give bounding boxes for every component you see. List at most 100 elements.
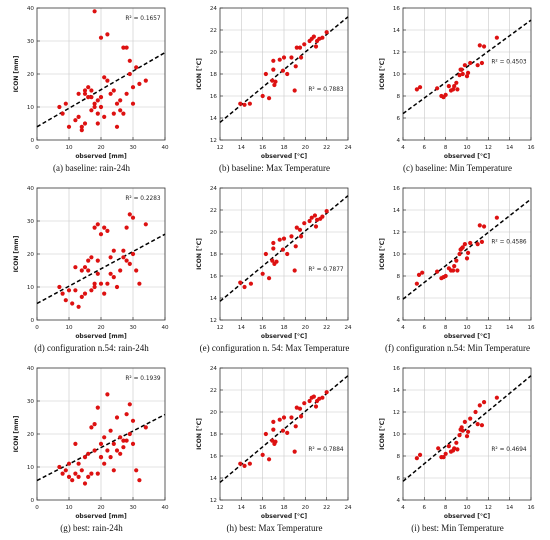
x-axis-label: observed [°C]	[261, 333, 308, 340]
panel-caption: (h) best: Max Temperature	[226, 523, 323, 533]
y-axis-label: ICON [°C]	[379, 238, 386, 270]
data-point	[248, 281, 254, 286]
data-point	[452, 446, 457, 451]
y-tick-label: 22	[210, 388, 217, 394]
data-point	[475, 242, 480, 247]
scatter-plot-g: 0 10 20 30 40 0 10 20 30 40 observed [mm] ICON [mm]…	[13, 366, 169, 520]
regression-line	[36, 51, 166, 128]
data-point	[457, 73, 462, 78]
x-tick-label: 22	[323, 505, 330, 511]
data-point	[89, 95, 94, 100]
data-point	[464, 434, 470, 439]
x-tick-label: 22	[323, 145, 330, 151]
panel-h: 12 14 16 18 20 22 24 12 14 16 18 20 22 24 observed [°C…	[183, 360, 366, 540]
regression-line	[36, 233, 166, 305]
data-point	[130, 215, 136, 220]
x-tick-label: 12	[485, 505, 492, 511]
x-tick-label: 16	[527, 325, 535, 331]
data-point	[260, 93, 265, 99]
data-point	[114, 448, 120, 453]
data-point	[475, 63, 480, 68]
data-point	[137, 281, 142, 286]
data-point	[102, 461, 107, 466]
data-point	[76, 304, 81, 309]
data-point	[242, 463, 247, 468]
data-point	[294, 45, 299, 50]
scatter-plot-c: 4 6 8 10 12 14 16 4 6 8 10 12 14 16 observed [°C] ICON …	[379, 6, 535, 160]
panel-d: 0 10 20 30 40 0 10 20 30 40 observed [mm] ICON [mm]…	[0, 180, 183, 360]
data-point	[124, 412, 129, 417]
data-point	[270, 438, 275, 443]
data-point	[455, 87, 460, 92]
y-tick-label: 10	[27, 105, 35, 111]
x-tick-label: 20	[302, 505, 310, 511]
data-point	[443, 273, 448, 279]
data-point	[108, 271, 113, 276]
y-tick-label: 14	[210, 296, 218, 302]
r-squared-label: R² = 0.7877	[308, 266, 343, 273]
data-point	[455, 268, 460, 273]
data-point	[459, 425, 464, 430]
data-point	[298, 414, 304, 419]
data-point	[271, 58, 276, 63]
data-point	[86, 474, 91, 479]
x-tick-label: 16	[527, 145, 535, 151]
data-point	[114, 284, 120, 290]
y-tick-label: 6	[396, 296, 400, 302]
data-point	[271, 427, 276, 432]
x-tick-label: 18	[280, 145, 288, 151]
data-point	[464, 256, 470, 261]
data-point	[92, 281, 97, 286]
y-tick-label: 10	[27, 285, 35, 291]
x-tick-label: 20	[97, 325, 105, 331]
y-tick-label: 14	[393, 28, 401, 34]
data-point	[460, 245, 465, 250]
data-point	[281, 236, 287, 241]
data-point	[312, 213, 318, 218]
x-tick-label: 4	[401, 505, 405, 511]
scatter-plot-i: 4 6 8 10 12 14 16 4 6 8 10 12 14 16 observed [°C] ICON …	[379, 366, 535, 520]
x-tick-label: 10	[463, 505, 471, 511]
data-point	[270, 258, 275, 263]
data-point	[79, 128, 84, 133]
x-tick-label: 8	[444, 145, 448, 151]
data-point	[82, 455, 88, 460]
data-point	[111, 275, 116, 280]
data-point	[477, 43, 482, 48]
y-tick-label: 10	[393, 432, 401, 438]
data-point	[108, 455, 113, 460]
x-tick-label: 6	[423, 505, 427, 511]
y-tick-label: 8	[396, 274, 400, 280]
scatter-plot-b: 12 14 16 18 20 22 24 12 14 16 18 20 22 24 observed [°C…	[196, 6, 352, 160]
data-point	[271, 246, 276, 251]
data-point	[130, 441, 136, 446]
y-tick-label: 40	[27, 366, 35, 372]
data-point	[92, 104, 97, 110]
panel-caption: (f) configuration n.54: Min Temperature	[385, 343, 530, 353]
data-point	[302, 42, 307, 47]
data-point	[266, 457, 272, 462]
data-point	[462, 242, 467, 247]
data-point	[270, 78, 275, 83]
data-point	[446, 444, 451, 449]
data-point	[60, 111, 65, 116]
y-tick-label: 16	[393, 366, 401, 372]
data-point	[76, 461, 81, 466]
data-point	[98, 441, 104, 446]
data-point	[238, 101, 243, 106]
data-point	[98, 455, 104, 460]
y-tick-label: 12	[393, 410, 400, 416]
data-point	[143, 425, 148, 430]
y-tick-label: 10	[27, 465, 35, 471]
data-point	[242, 102, 247, 107]
data-point	[143, 78, 148, 83]
data-point	[118, 98, 123, 103]
data-point	[457, 433, 462, 438]
x-tick-label: 30	[129, 505, 137, 511]
data-point	[95, 111, 100, 116]
data-point	[137, 81, 142, 86]
data-point	[118, 268, 123, 273]
data-point	[494, 35, 499, 40]
data-point	[238, 280, 243, 285]
